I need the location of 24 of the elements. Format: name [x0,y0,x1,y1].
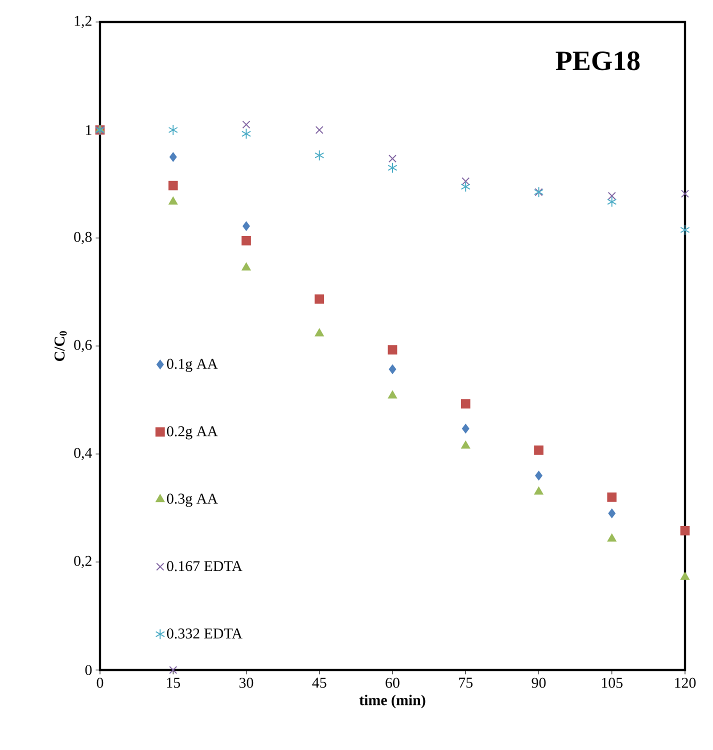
x-tick-label: 105 [602,678,623,688]
x-tick-label: 45 [312,678,326,688]
x-tick-label: 15 [166,678,180,688]
legend-label: 0.3g AA [167,494,218,507]
y-tick-label: 1 [86,125,92,135]
x-axis-title: time (min) [359,694,426,708]
x-tick-label: 120 [675,678,696,688]
legend-label: 0.2g AA [167,426,218,440]
legend-label: 0.167 EDTA [167,561,242,572]
y-axis-title: C/C$_{0}$ [54,331,67,361]
y-tick-label: 0,8 [74,232,92,244]
y-tick-label: 0,2 [74,556,92,568]
y-tick-label: 0 [85,664,92,676]
legend-label: 0.332 EDTA [167,628,242,639]
x-tick-label: 75 [459,678,473,688]
x-tick-label: 0 [96,678,104,688]
y-tick-label: 0,6 [74,340,92,352]
legend-label: 0.1g AA [167,358,218,372]
y-tick-label: 0,4 [74,448,92,460]
x-tick-label: 90 [532,678,546,688]
x-tick-label: 30 [240,678,254,688]
y-tick-label: 1,2 [74,16,92,28]
text: PEG18 [556,51,640,70]
x-tick-label: 60 [386,678,400,688]
